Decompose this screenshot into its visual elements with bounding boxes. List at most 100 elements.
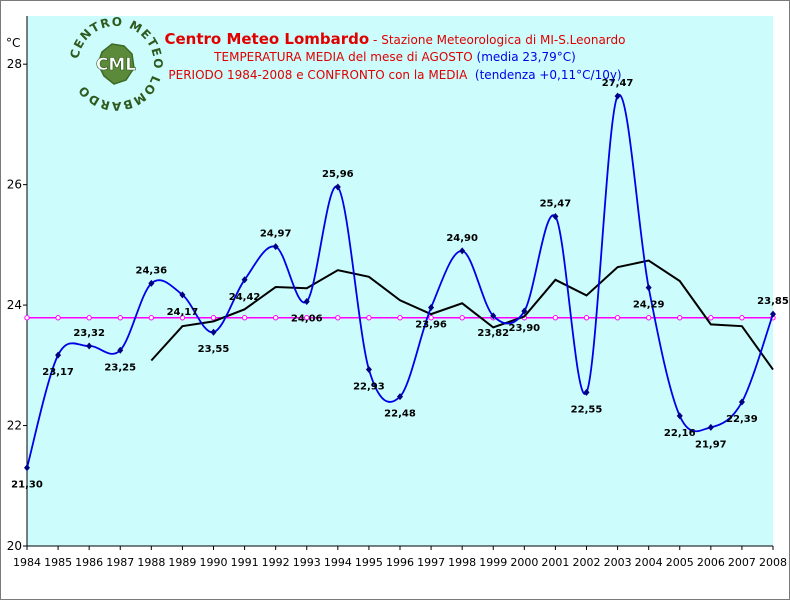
mean-point xyxy=(552,315,559,321)
mean-point xyxy=(55,315,61,321)
y-axis-unit: °C xyxy=(6,36,21,50)
data-label: 22,55 xyxy=(571,404,603,415)
mean-point xyxy=(583,315,590,321)
data-label: 23,90 xyxy=(509,323,541,334)
data-label: 22,16 xyxy=(664,428,696,439)
data-label: 23,82 xyxy=(477,328,509,339)
temperature-point xyxy=(521,307,528,315)
subtitle-trend: (tendenza +0,11°C/10y) xyxy=(474,68,622,82)
temperature-point xyxy=(552,213,559,221)
data-label: 22,48 xyxy=(384,409,416,420)
temperature-point xyxy=(645,284,652,292)
x-tick-label: 1994 xyxy=(324,556,352,569)
mean-point xyxy=(397,315,403,321)
data-label: 24,29 xyxy=(633,300,665,311)
data-label: 23,25 xyxy=(104,362,136,373)
title-separator: - xyxy=(369,33,382,47)
x-tick-label: 1999 xyxy=(479,556,507,569)
data-label: 24,17 xyxy=(167,307,199,318)
subtitle-mean-value: (media 23,79°C) xyxy=(476,50,576,64)
data-label: 21,97 xyxy=(695,439,727,450)
mean-point xyxy=(24,315,30,321)
temperature-point xyxy=(397,393,403,401)
temperature-point xyxy=(55,351,62,359)
x-tick-label: 1987 xyxy=(106,556,134,569)
x-tick-label: 2002 xyxy=(573,556,601,569)
data-label: 22,39 xyxy=(726,414,758,425)
mean-point xyxy=(272,315,279,321)
data-label: 24,06 xyxy=(291,313,323,324)
data-label: 23,85 xyxy=(757,296,789,307)
temperature-line xyxy=(26,93,774,468)
data-label: 25,47 xyxy=(540,199,572,210)
temperature-point xyxy=(179,291,186,299)
chart-subtitle-2: PERIODO 1984-2008 e CONFRONTO con la MED… xyxy=(0,68,790,82)
x-tick-label: 1990 xyxy=(200,556,228,569)
temperature-point xyxy=(86,342,93,350)
mean-point xyxy=(86,315,92,321)
x-tick-label: 1988 xyxy=(137,556,165,569)
mean-point xyxy=(241,315,248,321)
temperature-point xyxy=(365,366,372,374)
mean-point xyxy=(708,315,714,321)
temperature-point xyxy=(770,310,776,318)
x-tick-label: 2000 xyxy=(510,556,538,569)
x-tick-label: 2001 xyxy=(541,556,569,569)
y-tick-label: 22 xyxy=(7,419,22,433)
y-tick-label: 28 xyxy=(7,57,22,71)
temperature-point xyxy=(272,243,279,251)
x-tick-label: 1998 xyxy=(448,556,476,569)
data-label: 25,96 xyxy=(322,169,354,180)
temperature-point xyxy=(707,423,714,431)
subtitle-temperature: TEMPERATURA MEDIA del mese di AGOSTO xyxy=(214,50,473,64)
mean-point xyxy=(210,315,217,321)
x-tick-label: 2003 xyxy=(604,556,632,569)
x-tick-label: 1984 xyxy=(13,556,41,569)
chart-title: Centro Meteo Lombardo - Stazione Meteoro… xyxy=(0,30,790,48)
chart-subtitle-1: TEMPERATURA MEDIA del mese di AGOSTO (me… xyxy=(0,50,790,64)
temperature-point xyxy=(24,464,30,472)
mean-point xyxy=(148,315,155,321)
logo-monogram: CML xyxy=(96,55,136,75)
data-label: 23,32 xyxy=(73,328,105,339)
data-label: 21,30 xyxy=(11,480,43,491)
x-tick-label: 1989 xyxy=(168,556,196,569)
temperature-point xyxy=(428,304,435,311)
data-label: 27,47 xyxy=(602,78,634,89)
mean-point xyxy=(304,315,310,321)
temperature-point xyxy=(117,346,124,354)
data-label: 24,36 xyxy=(136,265,168,276)
temperature-point xyxy=(241,276,248,284)
mean-point xyxy=(428,315,434,321)
title-station-name: Centro Meteo Lombardo xyxy=(164,30,370,48)
mean-point xyxy=(614,315,621,321)
temperature-point xyxy=(583,388,590,396)
data-label: 24,97 xyxy=(260,229,292,240)
subtitle-period: PERIODO 1984-2008 e CONFRONTO con la MED… xyxy=(168,68,468,82)
mean-point xyxy=(645,315,652,321)
temperature-point xyxy=(490,312,497,320)
y-tick-label: 24 xyxy=(7,298,22,312)
x-tick-label: 1993 xyxy=(293,556,321,569)
mean-point xyxy=(179,315,186,321)
cml-logo: CENTRO METEO LOMBARDO CML xyxy=(67,15,163,113)
mean-point xyxy=(677,315,683,321)
x-tick-label: 2007 xyxy=(728,556,756,569)
temperature-point xyxy=(210,328,217,336)
x-tick-label: 1996 xyxy=(386,556,414,569)
temperature-point xyxy=(148,279,155,287)
x-tick-label: 2005 xyxy=(666,556,694,569)
temperature-point xyxy=(459,247,466,255)
data-label: 24,42 xyxy=(229,292,261,303)
x-tick-label: 1997 xyxy=(417,556,445,569)
moving-average-line xyxy=(150,259,774,371)
data-label: 23,55 xyxy=(198,344,230,355)
x-tick-label: 1995 xyxy=(355,556,383,569)
data-label: 23,96 xyxy=(415,320,447,331)
data-label: 22,93 xyxy=(353,382,385,393)
x-tick-label: 1991 xyxy=(231,556,259,569)
data-label: 23,17 xyxy=(42,367,74,378)
temperature-point xyxy=(334,183,341,191)
mean-point xyxy=(739,315,745,321)
